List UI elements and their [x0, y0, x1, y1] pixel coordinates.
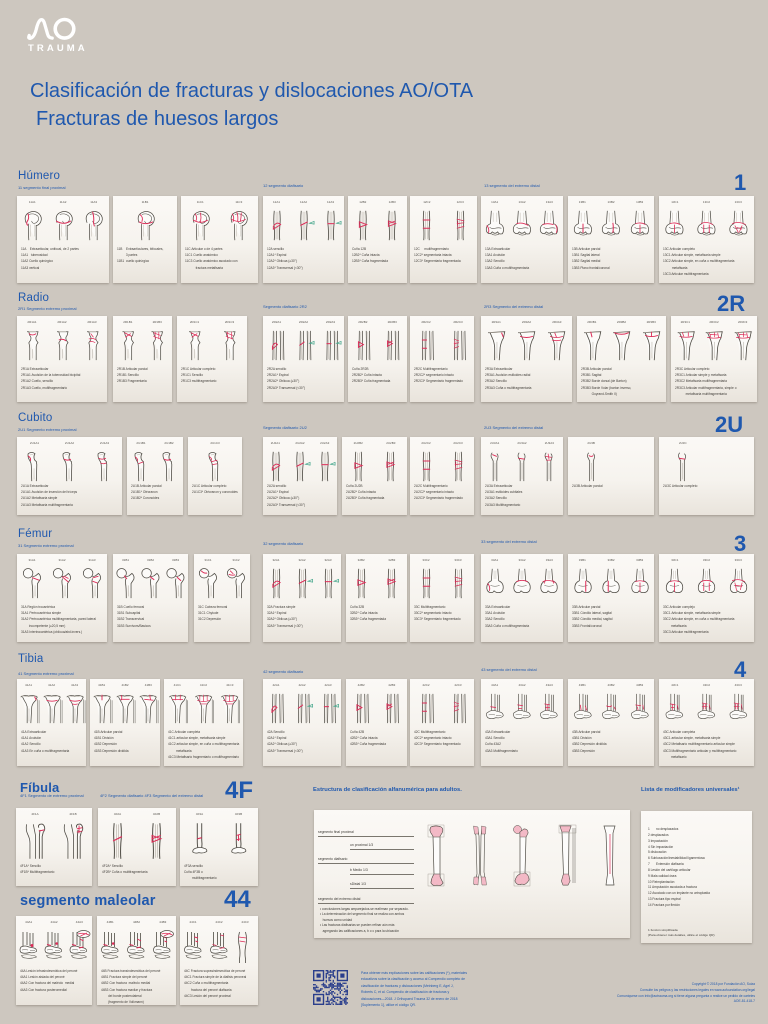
svg-text:TRAUMA: TRAUMA [28, 43, 88, 54]
